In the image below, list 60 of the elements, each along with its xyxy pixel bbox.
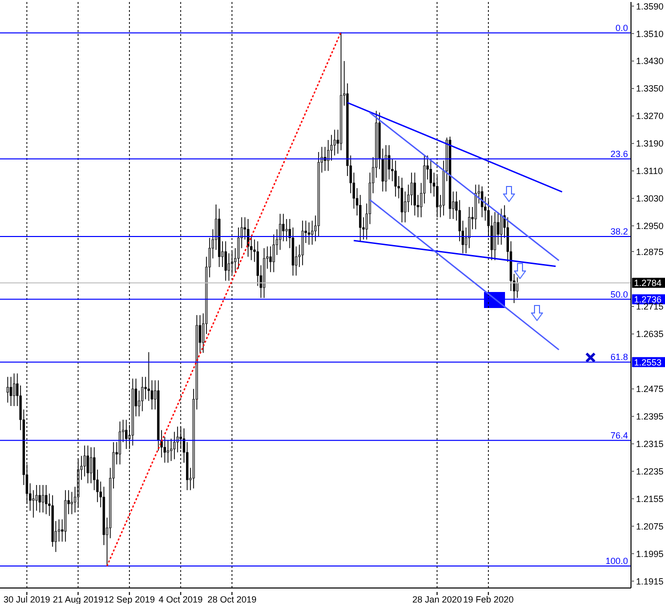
y-tick-label: 1.3030 — [636, 194, 664, 204]
x-tick-label: 28 Oct 2019 — [207, 594, 256, 604]
candlestick — [324, 146, 326, 172]
y-tick-label: 1.3350 — [636, 84, 664, 94]
y-tick-label: 1.2950 — [636, 221, 664, 232]
candlestick — [38, 484, 41, 513]
annotation: 100.0 — [605, 556, 628, 566]
candlestick — [516, 276, 519, 298]
y-tick-label: 1.2395 — [636, 412, 664, 422]
y-tick-label: 1.2075 — [636, 521, 664, 532]
y-tick-label: 1.1915 — [636, 576, 664, 586]
candlestick — [42, 484, 44, 513]
y-tick-label: 1.3510 — [636, 28, 664, 39]
candlestick — [83, 445, 86, 477]
y-tick-label: 1.1995 — [636, 548, 664, 559]
candlestick — [308, 222, 310, 246]
candlestick — [430, 158, 432, 194]
y-tick-label: 1.2315 — [636, 439, 664, 450]
x-tick-label: 19 Feb 2020 — [463, 594, 514, 604]
annotation: 61.8 — [610, 352, 628, 362]
x-tick-label: 21 Aug 2019 — [52, 594, 104, 604]
candlestick — [282, 213, 285, 242]
annotation: 38.2 — [610, 226, 628, 236]
x-tick-label: 12 Sep 2019 — [104, 594, 155, 604]
candlestick — [90, 446, 92, 484]
candlestick — [500, 208, 502, 246]
candlestick — [6, 376, 9, 404]
y-tick-label: 1.3590 — [636, 1, 664, 12]
candlestick — [12, 373, 16, 406]
y-tick-label: 1.2235 — [636, 466, 664, 476]
candlestick — [32, 490, 35, 518]
candlestick — [86, 445, 90, 484]
candlestick — [44, 484, 48, 515]
y-tick-label: 1.2155 — [636, 494, 664, 504]
y-tick-label: 1.3270 — [636, 111, 664, 122]
ref-line-label: 1.2553 — [634, 357, 662, 368]
y-tick-label: 1.3430 — [636, 56, 664, 66]
annotation: 76.4 — [610, 430, 628, 440]
y-tick-label: 1.3190 — [636, 138, 664, 149]
candlestick — [10, 376, 12, 406]
candlestick — [118, 421, 122, 465]
y-tick-label: 1.2635 — [636, 329, 664, 340]
candlestick — [394, 160, 397, 198]
x-tick-label: 30 Jul 2019 — [4, 594, 50, 604]
annotation: 0.0 — [615, 22, 628, 33]
candlestick — [414, 172, 416, 216]
y-tick-label: 1.2875 — [636, 246, 664, 257]
candlestick — [480, 186, 484, 218]
y-tick-label: 1.2475 — [636, 384, 664, 394]
candlestick — [224, 240, 227, 282]
x-tick-label: 28 Jan 2020 — [412, 594, 462, 604]
annotation: 23.6 — [610, 148, 628, 159]
x-tick-label: 4 Oct 2019 — [158, 594, 203, 604]
y-tick-label: 1.3110 — [636, 166, 663, 176]
candlestick — [285, 218, 288, 242]
candlestick — [166, 440, 170, 464]
ref-line-label: 1.2784 — [634, 278, 662, 288]
candlestick — [269, 246, 272, 273]
annotation: 50.0 — [610, 289, 628, 300]
candlestick — [388, 144, 390, 180]
